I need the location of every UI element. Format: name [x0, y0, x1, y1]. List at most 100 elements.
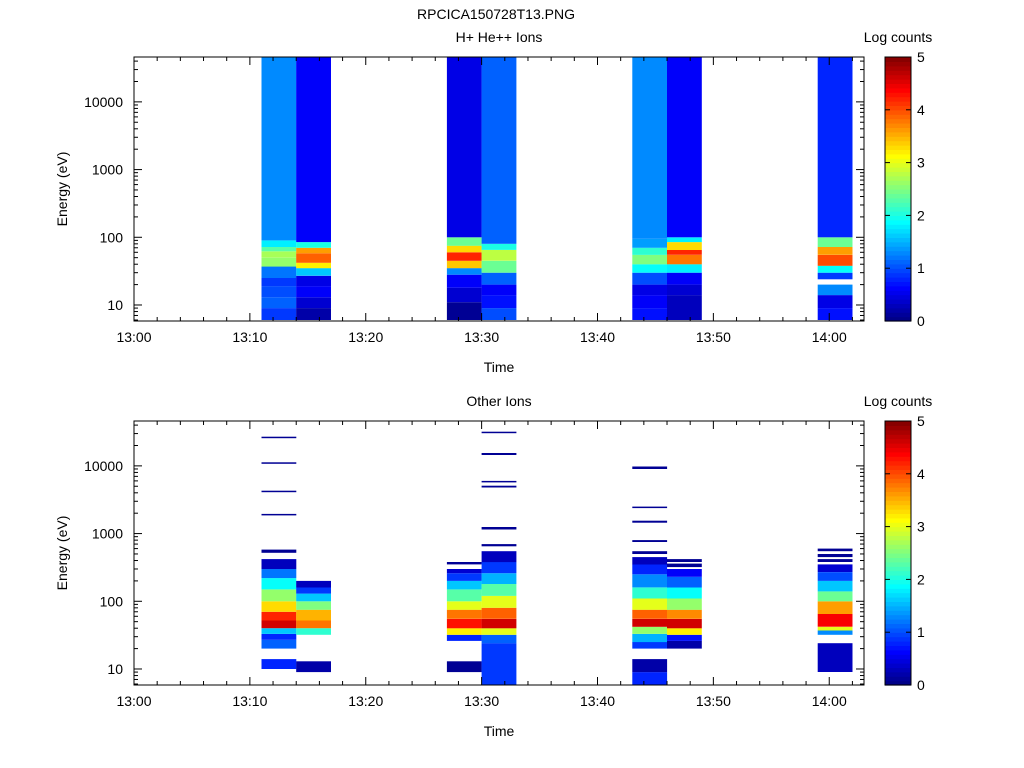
energy-bin-cell: [261, 246, 297, 252]
spectrogram-column: [817, 57, 853, 320]
energy-bin-cell: [446, 302, 482, 320]
energy-bin-cell: [481, 618, 517, 629]
colorbar-swatch: [885, 158, 911, 164]
colorbar-swatch: [885, 654, 911, 660]
energy-bin-cell: [632, 626, 668, 634]
energy-bin-cell: [817, 548, 853, 552]
spectrogram-column: [817, 548, 853, 672]
energy-bin-cell: [261, 578, 297, 590]
energy-bin-cell: [667, 264, 702, 273]
colorbar-swatch: [885, 268, 911, 274]
energy-bin-cell: [296, 620, 331, 629]
colorbar-swatch: [885, 425, 911, 431]
colorbar-swatch: [885, 522, 911, 528]
energy-bin-cell: [446, 245, 482, 253]
energy-bin-cell: [296, 297, 331, 309]
energy-bin-cell: [632, 247, 668, 255]
energy-bin-cell: [446, 609, 482, 619]
energy-bin-cell: [632, 574, 668, 588]
energy-bin-cell: [481, 260, 517, 273]
energy-bin-cell: [446, 573, 482, 581]
colorbar-swatch: [885, 539, 911, 545]
colorbar-swatch: [885, 583, 911, 589]
energy-bin-cell: [296, 275, 331, 287]
energy-bin-cell: [446, 268, 482, 275]
colorbar-swatch: [885, 443, 911, 448]
spectrogram-column: [667, 57, 702, 320]
energy-bin-cell: [817, 572, 853, 581]
y-tick-label: 100: [100, 229, 124, 245]
energy-bin-cell: [817, 643, 853, 672]
panel-title: Other Ions: [466, 393, 531, 409]
x-tick-label: 13:40: [580, 329, 615, 345]
energy-bin-cell: [667, 640, 702, 649]
energy-bin-cell: [481, 480, 517, 483]
colorbar-swatch: [885, 202, 911, 208]
colorbar-swatch: [885, 215, 911, 221]
energy-bin-cell: [667, 609, 702, 619]
y-tick-label: 10: [107, 661, 123, 677]
colorbar-swatch: [885, 553, 911, 558]
energy-bin-cell: [261, 297, 297, 309]
energy-bin-cell: [632, 551, 668, 554]
colorbar-swatch: [885, 570, 911, 576]
colorbar-swatch: [885, 307, 911, 313]
energy-bin-cell: [632, 609, 668, 619]
colorbar-swatch: [885, 189, 911, 194]
colorbar-swatch: [885, 561, 911, 567]
energy-bin-cell: [817, 630, 853, 635]
colorbar-swatch: [885, 219, 911, 225]
energy-bin-cell: [481, 584, 517, 596]
colorbar-swatch: [885, 277, 911, 282]
spectrogram-column: [667, 559, 702, 649]
energy-bin-cell: [446, 661, 482, 673]
energy-bin-cell: [632, 264, 668, 273]
colorbar-swatch: [885, 526, 911, 532]
energy-bin-cell: [296, 609, 331, 621]
energy-bin-cell: [481, 295, 517, 309]
energy-bin-cell: [817, 246, 853, 255]
energy-bin-cell: [261, 240, 297, 247]
energy-bin-cell: [446, 57, 482, 238]
y-tick-label: 10: [107, 297, 123, 313]
energy-bin-cell: [667, 254, 702, 265]
colorbar-tick-label: 3: [917, 519, 925, 535]
colorbar-tick-label: 1: [917, 624, 925, 640]
colorbar-swatch: [885, 105, 911, 111]
colorbar-swatch: [885, 303, 911, 309]
energy-bin-cell: [667, 576, 702, 588]
colorbar-swatch: [885, 294, 911, 300]
energy-bin-cell: [632, 295, 668, 309]
colorbar-swatch: [885, 281, 911, 287]
energy-bin-cell: [296, 286, 331, 298]
energy-bin-cell: [632, 672, 668, 685]
colorbar-swatch: [885, 241, 911, 247]
colorbar-tick-label: 3: [917, 155, 925, 171]
colorbar-swatch: [885, 491, 911, 497]
colorbar-swatch: [885, 92, 911, 98]
colorbar-swatch: [885, 601, 911, 607]
x-tick-label: 13:00: [116, 329, 151, 345]
colorbar-swatch: [885, 79, 911, 84]
energy-bin-cell: [296, 247, 331, 254]
energy-bin-cell: [481, 249, 517, 261]
energy-bin-cell: [481, 634, 517, 644]
x-tick-label: 13:10: [232, 693, 267, 709]
energy-bin-cell: [481, 607, 517, 619]
colorbar-swatch: [885, 588, 911, 594]
colorbar-swatch: [885, 118, 911, 124]
energy-bin-cell: [446, 634, 482, 641]
energy-bin-cell: [667, 569, 702, 577]
panel-other-ions: Other Ions 13:00 13:10 13:20 13:30 13:40 13:50…: [54, 393, 932, 739]
colorbar-swatch: [885, 447, 911, 453]
energy-bin-cell: [667, 634, 702, 641]
x-tick-label: 13:10: [232, 329, 267, 345]
colorbar-swatch: [885, 667, 911, 673]
energy-bin-cell: [817, 601, 853, 614]
colorbar-swatch: [885, 74, 911, 80]
x-tick-label: 13:20: [348, 693, 383, 709]
colorbar-swatch: [885, 465, 911, 470]
energy-bin-cell: [296, 587, 331, 594]
energy-bin-cell: [817, 591, 853, 602]
energy-bin-cell: [817, 57, 853, 238]
